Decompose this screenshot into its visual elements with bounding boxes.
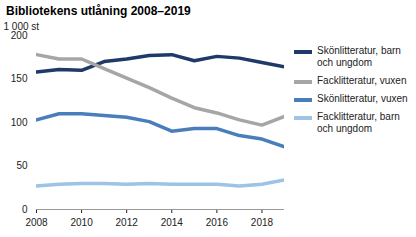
svg-text:2012: 2012 [116, 217, 139, 228]
html-text:Bibliotekens utlåning 2008–201: Bibliotekens utlåning 2008–2019 [6, 4, 191, 18]
svg-text:150: 150 [11, 73, 28, 84]
svg-text:100: 100 [11, 117, 28, 128]
svg-text:50: 50 [16, 160, 28, 171]
svg-text:0: 0 [22, 204, 28, 215]
html-text:Facklitteratur, barn och ungdo: Facklitteratur, barn och ungdom [317, 111, 400, 134]
svg-text:2018: 2018 [251, 217, 274, 228]
svg-text:2008: 2008 [25, 217, 48, 228]
svg-text:2014: 2014 [161, 217, 184, 228]
svg-text:200: 200 [10, 29, 28, 41]
html-text:Facklitteratur, vuxen: Facklitteratur, vuxen [317, 75, 407, 86]
svg-text:2010: 2010 [70, 217, 93, 228]
html-text:Skönlitteratur, barn och ungdo: Skönlitteratur, barn och ungdom [317, 45, 401, 68]
svg-text:1 000 st: 1 000 st [4, 21, 40, 32]
svg-text:2016: 2016 [206, 217, 229, 228]
html-text:Skönlitteratur, vuxen: Skönlitteratur, vuxen [317, 93, 408, 104]
